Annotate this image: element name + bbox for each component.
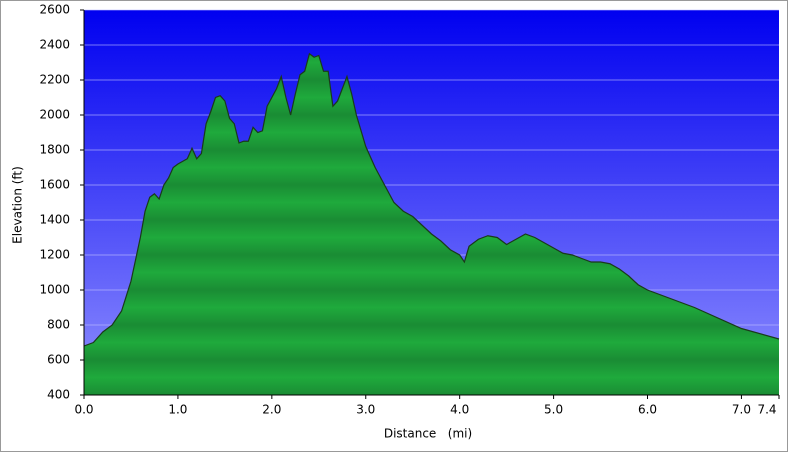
x-tick-label: 2.0 — [262, 403, 281, 417]
x-tick-label: 0.0 — [74, 403, 93, 417]
y-tick-label: 600 — [47, 353, 70, 367]
x-tick-label: 7.0 — [732, 403, 751, 417]
y-tick-label: 1200 — [39, 248, 70, 262]
y-tick-label: 2200 — [39, 73, 70, 87]
y-tick-label: 2000 — [39, 108, 70, 122]
y-tick-label: 2400 — [39, 38, 70, 52]
x-tick-label: 5.0 — [544, 403, 563, 417]
x-tick-label: 1.0 — [168, 403, 187, 417]
y-tick-label: 400 — [47, 388, 70, 402]
y-tick-label: 800 — [47, 318, 70, 332]
x-axis-label: Distance (mi) — [384, 427, 472, 441]
y-tick-label: 1800 — [39, 143, 70, 157]
elevation-area — [84, 53, 779, 395]
y-tick-label: 1400 — [39, 213, 70, 227]
x-tick-label: 6.0 — [638, 403, 657, 417]
elevation-line — [83, 52, 780, 347]
y-tick-label: 2600 — [39, 3, 70, 17]
x-tick-label: 3.0 — [356, 403, 375, 417]
y-axis-label: Elevation (ft) — [11, 166, 25, 244]
y-tick-label: 1000 — [39, 283, 70, 297]
x-tick-label: 7.4 — [757, 403, 776, 417]
y-tick-label: 1600 — [39, 178, 70, 192]
x-tick-label: 4.0 — [450, 403, 469, 417]
